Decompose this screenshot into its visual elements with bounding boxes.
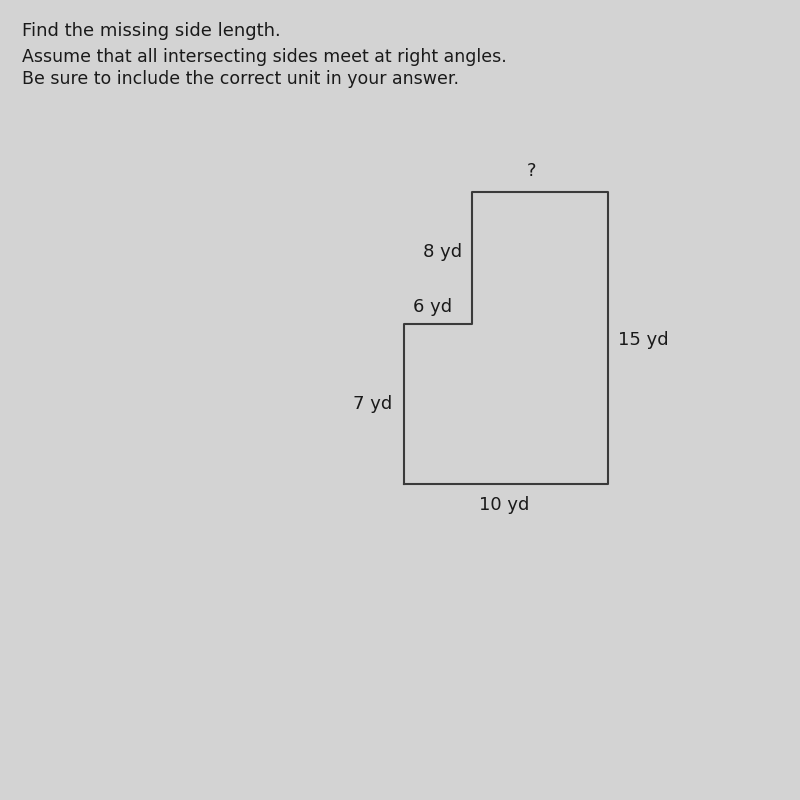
Text: ?: ? [527, 162, 537, 180]
Text: 8 yd: 8 yd [423, 243, 462, 261]
Text: 6 yd: 6 yd [413, 298, 452, 316]
Text: 7 yd: 7 yd [353, 395, 392, 413]
Text: Assume that all intersecting sides meet at right angles.: Assume that all intersecting sides meet … [22, 48, 507, 66]
Text: Be sure to include the correct unit in your answer.: Be sure to include the correct unit in y… [22, 70, 459, 88]
Text: Find the missing side length.: Find the missing side length. [22, 22, 281, 40]
Text: 15 yd: 15 yd [618, 331, 668, 349]
Text: 10 yd: 10 yd [479, 496, 529, 514]
Polygon shape [404, 192, 608, 484]
